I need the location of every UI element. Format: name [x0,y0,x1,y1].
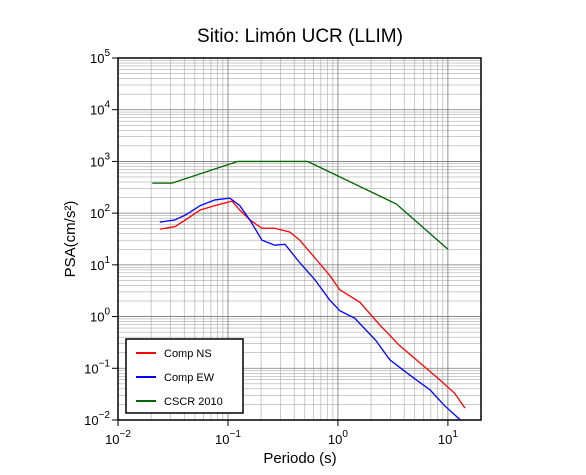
tick-label-base: 10 [90,206,104,221]
tick-label-base: 10 [90,103,104,118]
tick-label: 10−2 [105,429,131,447]
tick-label: 100 [90,307,110,325]
tick-label-base: 10 [90,154,104,169]
legend-label: Comp NS [164,348,212,360]
y-axis-label: PSA(cm/s²) [62,201,79,278]
tick-label: 10−2 [84,410,110,428]
tick-label-base: 10 [90,258,104,273]
tick-label: 100 [328,429,348,447]
tick-label-exponent: 3 [104,151,110,162]
tick-label: 101 [90,255,110,273]
series-line [159,197,461,421]
tick-label: 10−1 [84,358,110,376]
tick-label-base: 10 [328,432,342,447]
tick-label-exponent: 2 [104,203,110,214]
x-axis-label: Periodo (s) [263,450,336,467]
tick-label-exponent: 1 [452,429,458,440]
chart-title: Sitio: Limón UCR (LLIM) [197,26,403,47]
tick-label-exponent: −2 [99,410,111,421]
legend-label: Comp EW [164,372,215,384]
tick-label: 101 [438,429,458,447]
tick-label-exponent: 0 [342,429,348,440]
tick-label: 102 [90,203,110,221]
tick-label-base: 10 [105,432,119,447]
tick-label-exponent: 0 [104,307,110,318]
series-line [152,160,449,250]
tick-label-exponent: 1 [104,255,110,266]
plot-frame [117,57,482,421]
tick-label-exponent: −1 [99,358,111,369]
tick-label-base: 10 [90,51,104,66]
tick-label-exponent: −2 [120,429,132,440]
tick-label: 103 [90,151,110,169]
tick-label: 104 [90,100,110,118]
tick-label-base: 10 [215,432,229,447]
tick-label-base: 10 [90,310,104,325]
tick-label-base: 10 [438,432,452,447]
series-line [159,200,466,409]
tick-label-exponent: −1 [229,429,241,440]
tick-label-base: 10 [84,361,98,376]
legend-label: CSCR 2010 [164,396,223,408]
tick-label-exponent: 4 [104,100,110,111]
tick-label-base: 10 [84,413,98,428]
tick-label: 105 [90,48,110,66]
tick-label-exponent: 5 [104,48,110,59]
tick-label: 10−1 [215,429,241,447]
